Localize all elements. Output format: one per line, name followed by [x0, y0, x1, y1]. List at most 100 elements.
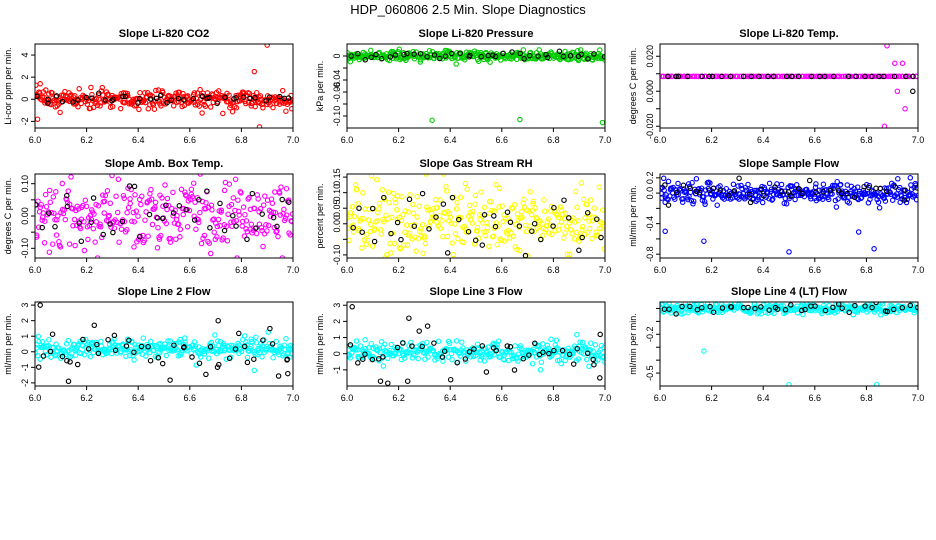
x-tick-label: 6.8: [235, 393, 248, 403]
data-point: [147, 96, 154, 102]
x-tick-label: 6.2: [392, 135, 405, 145]
data-point: [71, 216, 78, 223]
data-point: [180, 90, 186, 97]
data-point: [819, 310, 825, 317]
data-point: [785, 189, 792, 195]
data-point: [126, 337, 132, 344]
data-point: [64, 192, 70, 199]
data-point: [214, 100, 220, 107]
data-point: [226, 355, 233, 362]
data-point: [64, 357, 70, 364]
data-point: [239, 218, 246, 225]
data-point: [279, 87, 286, 94]
data-point: [433, 214, 439, 220]
y-axis-label: ml/min per min.: [628, 185, 638, 247]
data-point: [714, 202, 720, 208]
data-point: [589, 235, 595, 242]
data-point: [148, 186, 154, 193]
data-point: [552, 228, 558, 234]
data-point: [549, 231, 555, 238]
data-point: [82, 197, 89, 204]
data-point: [774, 306, 781, 312]
y-tick-label: -0.04: [332, 70, 342, 91]
data-point: [570, 361, 577, 367]
data-point: [173, 236, 179, 242]
x-tick-label: 6.6: [496, 135, 509, 145]
data-point: [371, 238, 378, 245]
x-tick-label: 7.0: [912, 393, 925, 403]
data-point: [869, 304, 875, 311]
data-point: [486, 243, 492, 250]
data-point: [759, 73, 765, 80]
data-point: [401, 51, 407, 58]
data-point: [673, 189, 680, 196]
data-point: [164, 99, 170, 106]
data-point: [98, 338, 104, 345]
data-point: [348, 53, 354, 59]
data-point: [562, 210, 569, 217]
data-point: [129, 218, 135, 225]
data-point: [410, 210, 417, 217]
data-point: [135, 100, 141, 106]
data-point: [39, 217, 45, 223]
outlier-point: [406, 315, 412, 321]
data-point: [81, 219, 87, 225]
data-point: [484, 219, 490, 226]
data-point: [397, 246, 404, 252]
data-point: [684, 73, 691, 80]
data-point: [839, 305, 845, 311]
data-point: [146, 211, 153, 218]
data-point: [72, 242, 78, 249]
outlier-point: [902, 106, 908, 112]
data-point: [862, 306, 869, 312]
data-point: [101, 210, 107, 216]
data-point: [108, 224, 114, 230]
x-tick-label: 6.6: [184, 135, 197, 145]
data-point: [662, 302, 668, 305]
data-point: [282, 215, 289, 222]
data-point: [136, 106, 142, 113]
x-tick-label: 6.6: [496, 393, 509, 403]
data-point: [561, 349, 567, 355]
data-point: [203, 206, 209, 212]
data-point: [584, 201, 590, 208]
outlier-point: [65, 378, 72, 385]
data-point: [588, 197, 594, 203]
data-point: [716, 73, 722, 80]
data-point: [439, 354, 446, 360]
data-point: [220, 235, 226, 241]
data-point: [663, 73, 669, 80]
y-axis-label: kPa per min.: [315, 61, 325, 112]
x-tick-label: 7.0: [287, 265, 300, 275]
data-point: [400, 340, 406, 346]
data-point: [701, 198, 708, 205]
data-point: [287, 232, 293, 238]
data-point: [485, 344, 491, 350]
data-point: [541, 208, 548, 215]
data-point: [392, 200, 399, 206]
data-point: [540, 349, 546, 355]
data-point: [873, 185, 879, 192]
data-point: [75, 97, 81, 103]
data-point: [77, 225, 84, 232]
data-point: [672, 196, 678, 202]
data-point: [94, 102, 101, 108]
data-point: [452, 231, 459, 237]
data-point: [869, 302, 876, 308]
data-point: [253, 230, 260, 237]
data-point: [282, 346, 288, 353]
data-point: [135, 213, 141, 219]
data-point: [866, 184, 872, 191]
data-point: [392, 52, 399, 58]
data-point: [536, 351, 543, 358]
data-point: [465, 228, 472, 235]
data-point: [98, 100, 104, 106]
data-point: [875, 199, 882, 205]
data-point: [285, 95, 292, 101]
data-point: [444, 250, 451, 256]
data-point: [147, 357, 154, 364]
data-point: [572, 188, 579, 195]
x-tick-label: 6.0: [654, 265, 667, 275]
data-point: [742, 73, 749, 80]
data-point: [758, 304, 764, 310]
